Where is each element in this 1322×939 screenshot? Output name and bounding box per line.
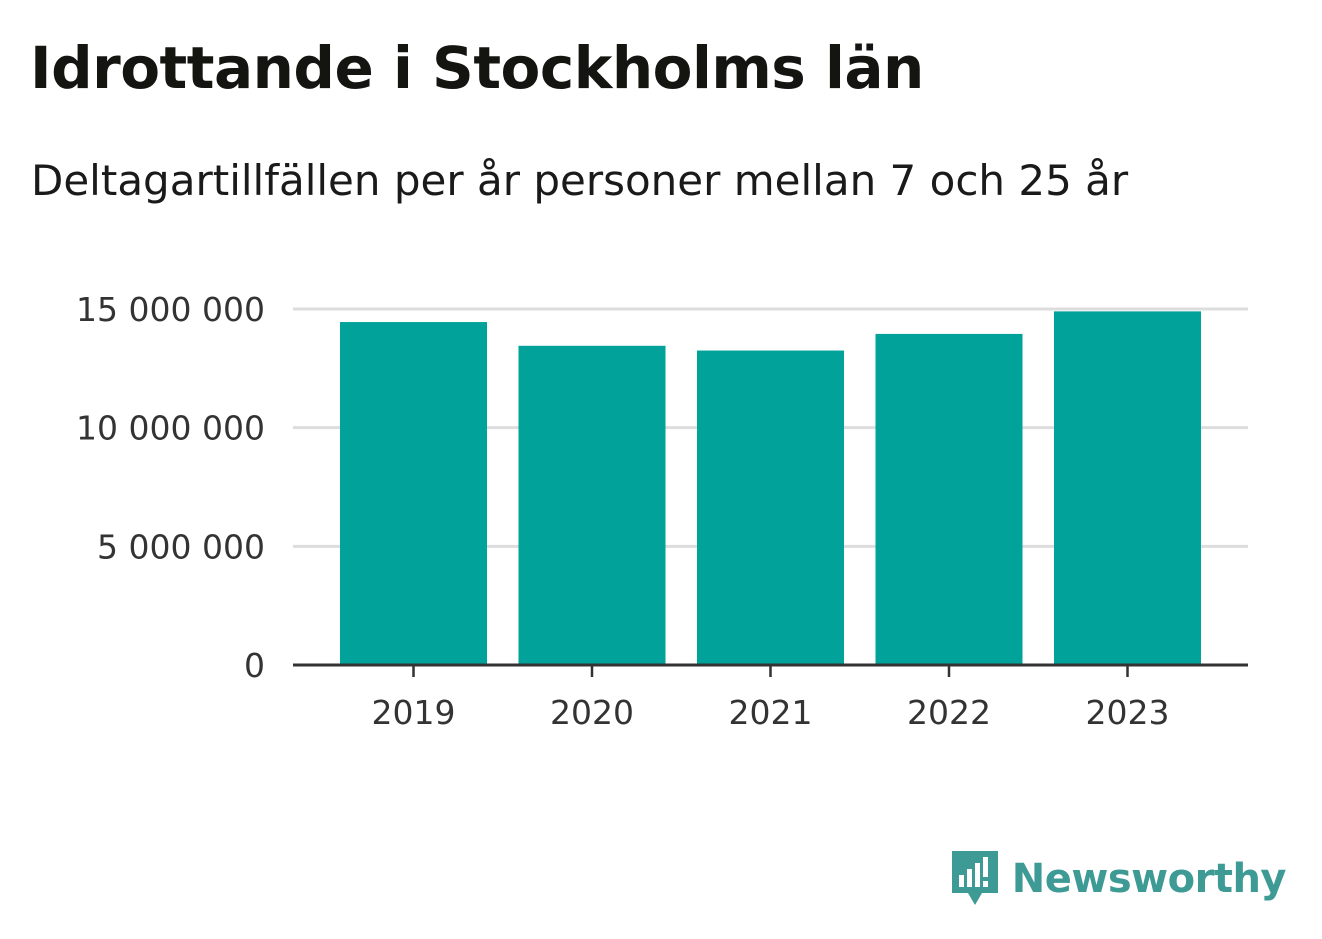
y-tick-label: 5 000 000: [97, 527, 265, 566]
bar-2021: [697, 350, 844, 665]
chart-subtitle: Deltagartillfällen per år personer mella…: [31, 156, 1129, 205]
x-tick-label: 2020: [550, 693, 634, 732]
x-tick-label: 2022: [907, 693, 991, 732]
y-tick-label: 0: [244, 646, 265, 685]
x-tick-label: 2021: [729, 693, 813, 732]
x-tick-label: 2019: [372, 693, 456, 732]
x-tick-label: 2023: [1086, 693, 1170, 732]
newsworthy-logo-text: Newsworthy: [1011, 856, 1287, 902]
bar-2023: [1054, 311, 1201, 665]
x-axis-labels: 2019 2020 2021 2022 2023: [372, 693, 1170, 732]
newsworthy-logo: Newsworthy: [950, 849, 1287, 909]
y-axis-labels: 0 5 000 000 10 000 000 15 000 000: [76, 290, 265, 685]
bar-2020: [518, 345, 666, 665]
y-tick-label: 10 000 000: [76, 409, 265, 448]
chart-title: Idrottande i Stockholms län: [30, 34, 924, 102]
newsworthy-logo-icon: [951, 851, 998, 905]
bar-2022: [875, 333, 1023, 665]
bar-2019: [340, 322, 487, 665]
y-tick-label: 15 000 000: [76, 290, 265, 329]
x-axis: [293, 663, 1248, 677]
bars: [340, 311, 1201, 665]
